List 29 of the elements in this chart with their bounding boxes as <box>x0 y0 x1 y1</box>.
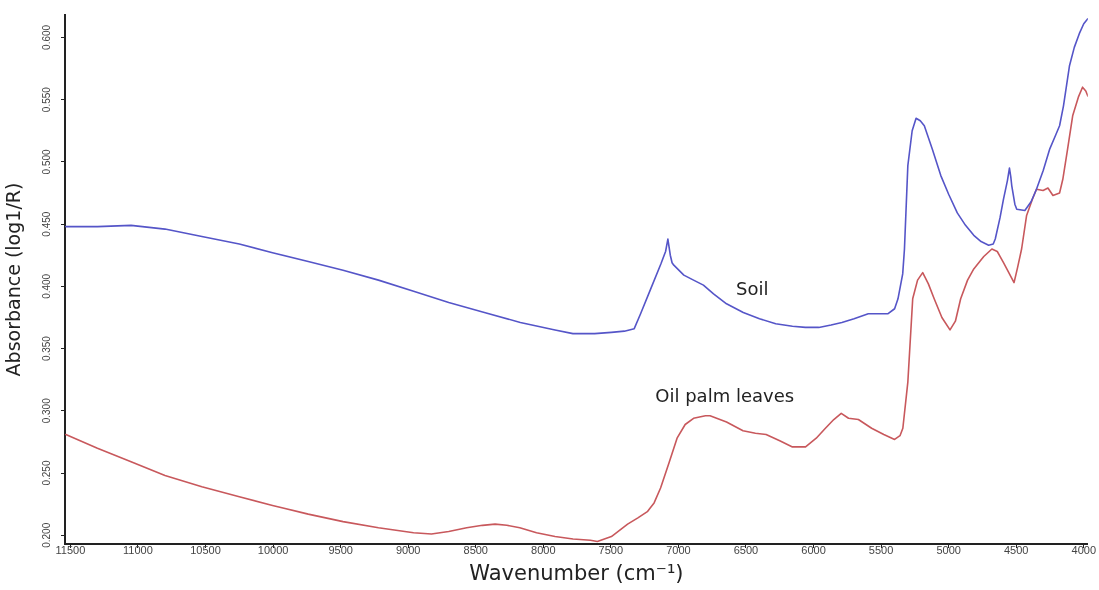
x-tick-label: 5000 <box>936 544 961 557</box>
x-tick-label: 10000 <box>257 544 289 557</box>
x-tick-label: 4500 <box>1003 544 1029 557</box>
x-tick-label: 7000 <box>666 544 691 557</box>
x-axis-title: Wavenumber (cm⁻¹) <box>469 560 684 585</box>
y-tick-label: 0.400 <box>41 273 53 299</box>
y-axis-title: Absorbance (log1/R) <box>2 182 25 377</box>
y-tick-label: 0.450 <box>41 211 53 237</box>
x-tick-label: 10500 <box>190 544 221 557</box>
series-label: Oil palm leaves <box>655 384 795 406</box>
x-tick-label: 7500 <box>598 544 624 557</box>
x-tick-label: 4000 <box>1071 544 1096 557</box>
series-label: Soil <box>736 277 769 299</box>
x-tick-label: 6000 <box>801 544 826 557</box>
x-tick-label: 8000 <box>531 544 556 557</box>
x-tick-label: 11500 <box>55 544 86 557</box>
x-tick-label: 6500 <box>733 544 759 557</box>
x-tick-label: 11000 <box>123 544 153 557</box>
x-tick-label: 9500 <box>328 544 353 557</box>
x-tick-label: 9000 <box>395 544 421 557</box>
y-tick-label: 0.200 <box>41 522 53 548</box>
y-tick-label: 0.300 <box>41 397 53 424</box>
y-tick-label: 0.500 <box>41 148 53 175</box>
y-tick-label: 0.550 <box>41 86 53 113</box>
y-tick-label: 0.350 <box>41 335 53 362</box>
y-tick-label: 0.250 <box>41 460 53 486</box>
y-tick-label: 0.600 <box>41 24 53 50</box>
x-tick-label: 8500 <box>463 544 488 557</box>
x-tick-label: 5500 <box>868 544 894 557</box>
